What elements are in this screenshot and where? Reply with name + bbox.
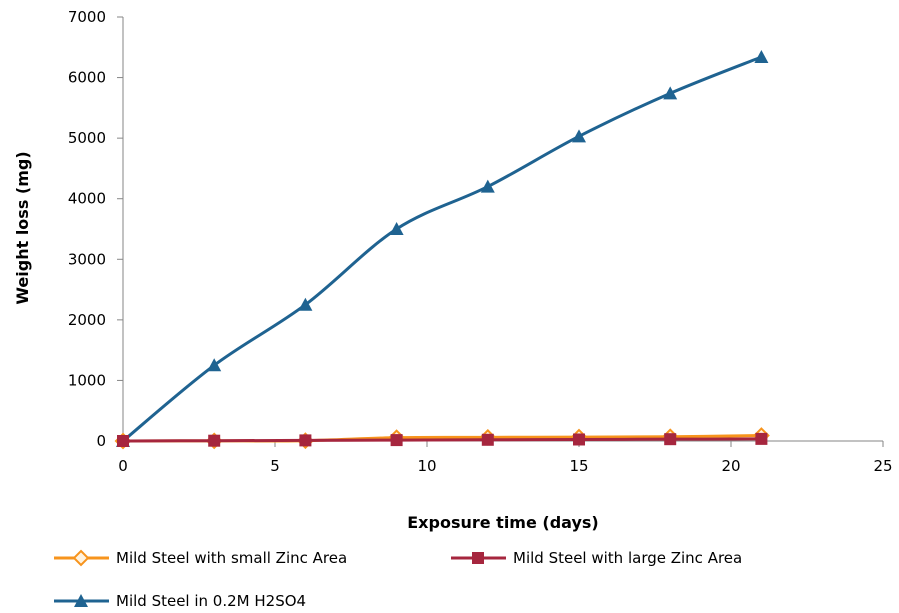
data-point: [207, 358, 222, 372]
data-point: [573, 433, 585, 446]
y-tick-label: 4000: [68, 190, 106, 208]
y-ticks: 0 1000 2000 3000 4000 5000 6000 7000: [68, 8, 123, 450]
series-line: [122, 437, 762, 443]
series-square: [117, 432, 768, 447]
legend-marker: [72, 549, 90, 567]
x-tick-label: 15: [569, 457, 588, 475]
data-point: [754, 49, 769, 63]
data-point: [755, 432, 768, 445]
x-tick-label: 25: [873, 457, 892, 475]
x-tick-label: 20: [721, 457, 740, 475]
data-point: [663, 86, 678, 100]
legend-item: Mild Steel in 0.2M H2SO4: [54, 592, 306, 610]
legend-label: Mild Steel in 0.2M H2SO4: [116, 592, 306, 610]
data-point: [390, 434, 403, 447]
x-axis-title: Exposure time (days): [407, 513, 598, 532]
data-point: [298, 297, 313, 311]
series-triangle: [116, 49, 769, 447]
y-axis-title: Weight loss (mg): [13, 151, 32, 304]
y-tick-label: 2000: [68, 311, 106, 329]
axes: 0 1000 2000 3000 4000 5000 6000 7000 0 5 10 15 20 25: [68, 8, 893, 475]
legend: Mild Steel with small Zinc Area Mild Stee…: [54, 549, 742, 610]
data-point: [299, 434, 312, 447]
y-tick-label: 3000: [68, 250, 106, 268]
y-tick-label: 7000: [68, 8, 106, 26]
data-point: [480, 179, 495, 193]
x-tick-label: 0: [118, 457, 128, 475]
y-tick-label: 1000: [68, 371, 106, 389]
legend-label: Mild Steel with small Zinc Area: [116, 549, 347, 567]
x-tick-label: 5: [270, 457, 280, 475]
x-tick-label: 10: [417, 457, 436, 475]
series-line: [122, 55, 762, 443]
legend-item: Mild Steel with small Zinc Area: [54, 549, 347, 567]
data-point: [664, 433, 677, 446]
data-point: [389, 222, 404, 235]
legend-marker: [74, 594, 88, 607]
series-layer: [114, 49, 770, 450]
data-point: [572, 129, 586, 143]
x-ticks: 0 5 10 15 20 25: [118, 441, 893, 475]
y-tick-label: 0: [96, 432, 106, 450]
data-point: [481, 433, 494, 446]
legend-item: Mild Steel with large Zinc Area: [451, 549, 742, 567]
data-point: [117, 435, 129, 447]
legend-label: Mild Steel with large Zinc Area: [513, 549, 742, 567]
y-tick-label: 6000: [68, 69, 106, 87]
data-point: [208, 434, 221, 447]
legend-marker: [472, 552, 484, 564]
y-tick-label: 5000: [68, 129, 106, 147]
